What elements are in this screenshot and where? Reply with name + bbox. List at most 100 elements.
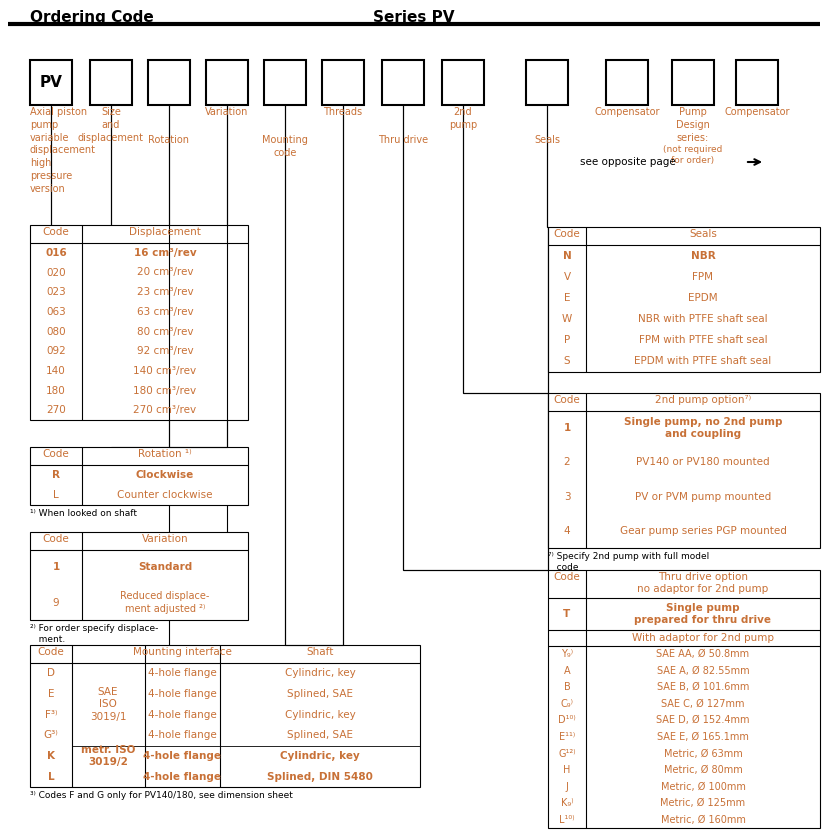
Text: 016: 016 [45,248,67,258]
Text: 20 cm³/rev: 20 cm³/rev [136,268,193,278]
Text: G³⁾: G³⁾ [44,731,59,741]
Bar [264,60,306,105]
Text: 180 cm³/rev: 180 cm³/rev [133,385,196,395]
Text: Thru drive option
no adaptor for 2nd pump: Thru drive option no adaptor for 2nd pum… [637,572,767,594]
Text: K₉⁾: K₉⁾ [560,798,572,808]
Text: FPM with PTFE shaft seal: FPM with PTFE shaft seal [638,335,767,345]
Text: Reduced displace-
ment adjusted ²⁾: Reduced displace- ment adjusted ²⁾ [120,591,209,614]
Text: 92 cm³/rev: 92 cm³/rev [136,346,193,356]
Text: 140: 140 [46,366,66,376]
Text: P: P [563,335,570,345]
Text: NBR with PTFE shaft seal: NBR with PTFE shaft seal [638,314,767,324]
Bar [547,393,819,548]
Text: metr. ISO
3019/2: metr. ISO 3019/2 [81,745,135,767]
Text: B: B [563,682,570,692]
Bar [381,60,423,105]
Bar [322,60,364,105]
Text: Size
and
displacement: Size and displacement [78,107,144,143]
Text: 270: 270 [46,405,66,415]
Text: N: N [562,250,571,260]
Text: Rotation ¹⁾: Rotation ¹⁾ [138,449,192,459]
Text: Seals: Seals [688,229,716,239]
Bar [30,60,72,105]
Text: Series PV: Series PV [373,10,454,25]
Text: Threads: Threads [323,107,362,117]
Text: Splined, SAE: Splined, SAE [287,689,352,699]
Text: 16 cm³/rev: 16 cm³/rev [133,248,196,258]
Text: Axial piston
pump
variable
displacement
high
pressure
version: Axial piston pump variable displacement … [30,107,96,193]
Text: NBR: NBR [690,250,715,260]
Text: Code: Code [553,395,580,405]
Text: Cylindric, key: Cylindric, key [284,668,355,678]
Text: EPDM: EPDM [687,293,717,303]
Text: FPM: FPM [691,272,713,282]
Text: 023: 023 [46,287,66,297]
Text: Seals: Seals [533,135,559,145]
Text: V: V [562,272,570,282]
Bar [442,60,484,105]
Text: 9: 9 [53,597,60,607]
Text: 4: 4 [563,526,570,536]
Text: F³⁾: F³⁾ [45,710,57,720]
Text: 2nd pump option⁷⁾: 2nd pump option⁷⁾ [654,395,750,405]
Text: S: S [563,356,570,366]
Text: D¹⁰⁾: D¹⁰⁾ [557,716,576,726]
Text: 63 cm³/rev: 63 cm³/rev [136,307,193,317]
Bar [735,60,777,105]
Text: Metric, Ø 100mm: Metric, Ø 100mm [660,781,744,791]
Text: ³⁾ Codes F and G only for PV140/180, see dimension sheet: ³⁾ Codes F and G only for PV140/180, see… [30,791,293,800]
Text: Variation: Variation [141,534,188,544]
Text: With adaptor for 2nd pump: With adaptor for 2nd pump [631,633,773,643]
Text: 2nd
pump: 2nd pump [448,107,476,130]
Text: Pump
Design
series:: Pump Design series: [676,107,709,143]
Text: 092: 092 [46,346,66,356]
Text: SAE AA, Ø 50.8mm: SAE AA, Ø 50.8mm [656,650,748,659]
Text: Variation: Variation [205,107,248,117]
Text: T: T [562,609,570,619]
Text: PV140 or PV180 mounted: PV140 or PV180 mounted [635,457,769,467]
Text: 4-hole flange: 4-hole flange [147,710,216,720]
Text: Metric, Ø 160mm: Metric, Ø 160mm [660,815,744,825]
Text: Splined, SAE: Splined, SAE [287,731,352,741]
Text: Single pump, no 2nd pump
and coupling: Single pump, no 2nd pump and coupling [623,417,782,440]
Text: Clockwise: Clockwise [136,470,194,480]
Text: Y₉⁾: Y₉⁾ [560,650,572,659]
Text: see opposite page: see opposite page [579,157,675,167]
Text: E: E [48,689,55,699]
Text: 3: 3 [563,491,570,501]
Text: Metric, Ø 80mm: Metric, Ø 80mm [662,765,742,775]
Text: Code: Code [553,229,580,239]
Text: 020: 020 [46,268,65,278]
Text: Metric, Ø 125mm: Metric, Ø 125mm [660,798,744,808]
Text: Compensator: Compensator [724,107,789,117]
Text: Standard: Standard [138,562,192,572]
Text: 270 cm³/rev: 270 cm³/rev [133,405,196,415]
Text: 23 cm³/rev: 23 cm³/rev [136,287,193,297]
Text: J: J [565,781,568,791]
Text: 080: 080 [46,326,65,336]
Text: L: L [48,771,55,781]
Text: 4-hole flange: 4-hole flange [143,751,221,761]
Text: A: A [563,666,570,676]
Bar [547,570,819,828]
Text: 1: 1 [52,562,60,572]
Text: 063: 063 [46,307,66,317]
Text: Displacement: Displacement [129,227,201,237]
Bar [90,60,131,105]
Text: Single pump
prepared for thru drive: Single pump prepared for thru drive [633,603,771,625]
Text: L: L [53,490,59,500]
Bar [605,60,648,105]
Text: Cylindric, key: Cylindric, key [284,710,355,720]
Text: Shaft: Shaft [306,647,333,657]
Text: R: R [52,470,60,480]
Text: E: E [563,293,570,303]
Text: L¹⁰⁾: L¹⁰⁾ [558,815,574,825]
Text: Code: Code [37,647,65,657]
Text: Thru drive: Thru drive [377,135,428,145]
Text: W: W [562,314,571,324]
Text: Metric, Ø 63mm: Metric, Ø 63mm [662,749,742,759]
Text: SAE A, Ø 82.55mm: SAE A, Ø 82.55mm [656,666,748,676]
Text: C₉⁾: C₉⁾ [560,699,573,709]
Bar [30,225,248,420]
Bar [30,532,248,620]
